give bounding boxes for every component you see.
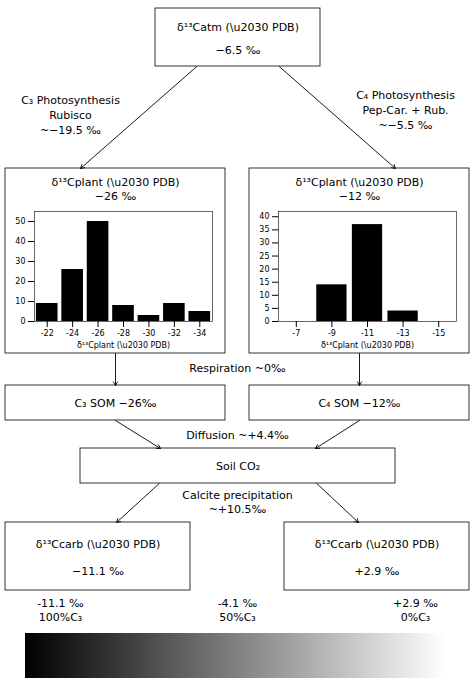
svg-text:-22: -22 (41, 329, 54, 338)
svg-text:C₄ Photosynthesis: C₄ Photosynthesis (356, 89, 455, 102)
svg-text:-11: -11 (361, 329, 374, 338)
svg-text:20: 20 (15, 277, 25, 286)
svg-text:+2.9 ‰: +2.9 ‰ (355, 565, 400, 578)
svg-text:δ¹³Cplant (\u2030 PDB): δ¹³Cplant (\u2030 PDB) (51, 176, 179, 189)
svg-text:-15: -15 (432, 329, 445, 338)
svg-text:−26 ‰: −26 ‰ (95, 190, 137, 203)
svg-text:−12 ‰: −12 ‰ (339, 190, 381, 203)
svg-text:Diffusion ~+4.4‰: Diffusion ~+4.4‰ (186, 429, 289, 442)
svg-text:Respiration ~0‰: Respiration ~0‰ (189, 362, 286, 375)
svg-text:-30: -30 (142, 329, 155, 338)
svg-text:δ¹³Catm (\u2030 PDB): δ¹³Catm (\u2030 PDB) (177, 21, 299, 34)
svg-text:~+10.5‰: ~+10.5‰ (209, 503, 267, 516)
svg-text:δ¹³Cplant (\u2030 PDB): δ¹³Cplant (\u2030 PDB) (321, 341, 414, 350)
svg-text:10: 10 (259, 291, 269, 300)
svg-text:0: 0 (20, 317, 25, 326)
svg-text:δ¹³Ccarb (\u2030 PDB): δ¹³Ccarb (\u2030 PDB) (315, 538, 439, 551)
svg-text:30: 30 (259, 238, 269, 247)
svg-text:−11.1 ‰: −11.1 ‰ (72, 565, 124, 578)
svg-text:-28: -28 (117, 329, 130, 338)
svg-text:-34: -34 (193, 329, 206, 338)
svg-text:40: 40 (15, 237, 25, 246)
svg-text:~−5.5 ‰: ~−5.5 ‰ (378, 119, 432, 132)
svg-text:C₄ SOM −12‰: C₄ SOM −12‰ (318, 397, 400, 410)
svg-text:δ¹³Ccarb (\u2030 PDB): δ¹³Ccarb (\u2030 PDB) (36, 538, 160, 551)
svg-text:-32: -32 (168, 329, 181, 338)
svg-text:35: 35 (259, 225, 269, 234)
svg-text:30: 30 (15, 257, 25, 266)
svg-text:50: 50 (15, 217, 25, 226)
svg-text:-26: -26 (92, 329, 105, 338)
svg-text:−6.5 ‰: −6.5 ‰ (216, 44, 261, 57)
svg-text:50%C₃: 50%C₃ (219, 611, 256, 624)
svg-text:0%C₃: 0%C₃ (401, 611, 431, 624)
svg-text:-7: -7 (292, 329, 300, 338)
svg-text:δ¹³Cplant (\u2030 PDB): δ¹³Cplant (\u2030 PDB) (77, 341, 170, 350)
svg-text:δ¹³Cplant (\u2030 PDB): δ¹³Cplant (\u2030 PDB) (295, 176, 423, 189)
svg-text:~−19.5 ‰: ~−19.5 ‰ (40, 124, 101, 137)
svg-text:Soil CO₂: Soil CO₂ (216, 460, 260, 473)
svg-text:+2.9 ‰: +2.9 ‰ (393, 597, 438, 610)
svg-text:-24: -24 (66, 329, 79, 338)
svg-text:10: 10 (15, 297, 25, 306)
svg-text:-9: -9 (328, 329, 336, 338)
svg-text:0: 0 (264, 317, 269, 326)
svg-text:C₃ Photosynthesis: C₃ Photosynthesis (21, 94, 120, 107)
svg-text:-13: -13 (397, 329, 410, 338)
svg-text:40: 40 (259, 212, 269, 221)
svg-text:100%C₃: 100%C₃ (39, 611, 83, 624)
svg-text:Pep-Car. + Rub.: Pep-Car. + Rub. (362, 104, 448, 117)
svg-text:-11.1 ‰: -11.1 ‰ (37, 597, 84, 610)
svg-text:Rubisco: Rubisco (49, 109, 92, 122)
svg-text:20: 20 (259, 265, 269, 274)
svg-text:C₃ SOM −26‰: C₃ SOM −26‰ (74, 397, 156, 410)
svg-text:-4.1 ‰: -4.1 ‰ (218, 597, 258, 610)
svg-text:25: 25 (259, 252, 269, 261)
svg-text:Calcite precipitation: Calcite precipitation (182, 489, 292, 502)
svg-text:5: 5 (264, 304, 269, 313)
svg-text:15: 15 (259, 278, 269, 287)
